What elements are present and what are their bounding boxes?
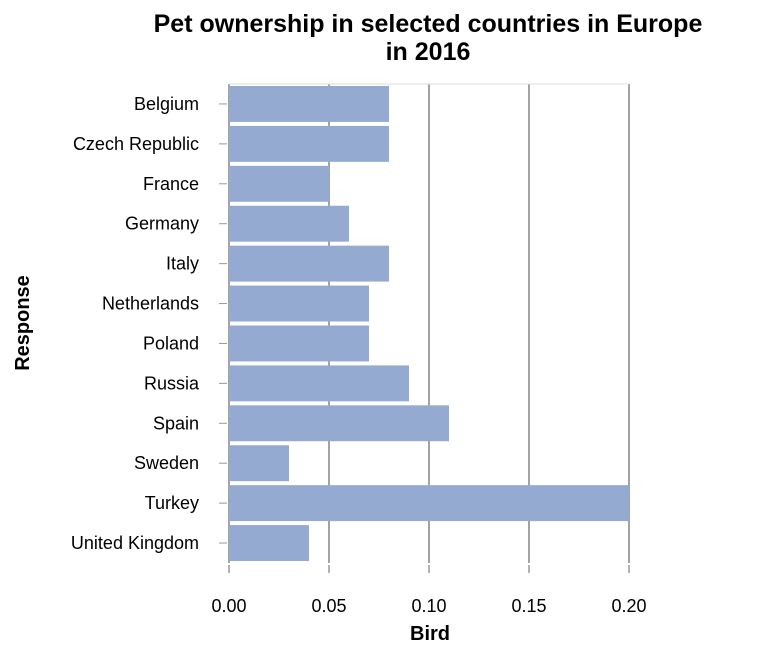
x-axis-ticks: 0.00 0.05 0.10 0.15 0.20 <box>211 565 647 616</box>
y-axis-ticks: Belgium Czech Republic France Germany Italy N… <box>71 94 227 553</box>
bar <box>229 365 409 402</box>
x-tick-label: 0.15 <box>511 596 546 616</box>
bar <box>229 325 369 362</box>
bar <box>229 405 449 442</box>
y-tick-label: Germany <box>125 214 199 234</box>
grid-lines <box>228 83 630 563</box>
y-tick-label: Turkey <box>145 493 199 513</box>
y-tick-label: Poland <box>143 333 199 353</box>
bar <box>229 205 349 242</box>
bar <box>229 245 389 282</box>
y-tick-label: Sweden <box>134 453 199 473</box>
x-axis-label: Bird <box>410 623 450 645</box>
bar <box>229 485 629 522</box>
bars <box>229 85 629 562</box>
x-tick-label: 0.00 <box>211 596 246 616</box>
x-tick-label: 0.20 <box>611 596 646 616</box>
y-tick-label: Belgium <box>134 94 199 114</box>
chart-title-line-2: in 2016 <box>386 38 471 66</box>
x-tick-label: 0.10 <box>411 596 446 616</box>
chart-title-line-1: Pet ownership in selected countries in E… <box>154 10 703 38</box>
y-tick-label: Netherlands <box>102 294 199 314</box>
y-tick-label: Czech Republic <box>73 134 199 154</box>
y-tick-label: France <box>143 174 199 194</box>
bar <box>229 285 369 322</box>
bar <box>229 125 389 162</box>
y-tick-label: United Kingdom <box>71 533 199 553</box>
bar <box>229 525 309 562</box>
bar <box>229 445 289 482</box>
y-tick-label: Italy <box>166 254 199 274</box>
x-tick-label: 0.05 <box>311 596 346 616</box>
bar <box>229 85 389 122</box>
bar <box>229 165 329 202</box>
y-tick-label: Russia <box>144 373 200 393</box>
y-axis-label: Response <box>12 275 34 371</box>
y-tick-label: Spain <box>153 413 199 433</box>
